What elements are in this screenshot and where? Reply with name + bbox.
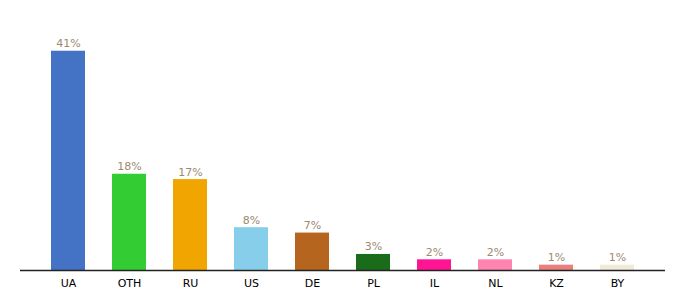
svg-text:NL: NL	[488, 277, 503, 290]
svg-text:1%: 1%	[548, 251, 565, 264]
svg-text:8%: 8%	[243, 214, 260, 227]
svg-text:3%: 3%	[365, 240, 382, 253]
svg-text:OTH: OTH	[118, 277, 142, 290]
svg-text:17%: 17%	[178, 166, 202, 179]
svg-text:2%: 2%	[426, 246, 443, 259]
svg-text:UA: UA	[61, 277, 77, 290]
svg-text:US: US	[244, 277, 259, 290]
svg-text:41%: 41%	[56, 37, 80, 50]
svg-text:2%: 2%	[487, 246, 504, 259]
svg-text:IL: IL	[430, 277, 440, 290]
svg-text:1%: 1%	[609, 251, 626, 264]
svg-text:DE: DE	[305, 277, 320, 290]
svg-text:7%: 7%	[304, 219, 321, 232]
svg-text:KZ: KZ	[549, 277, 564, 290]
svg-text:BY: BY	[611, 277, 625, 290]
svg-text:PL: PL	[367, 277, 381, 290]
svg-text:RU: RU	[183, 277, 199, 290]
svg-text:18%: 18%	[117, 160, 141, 173]
